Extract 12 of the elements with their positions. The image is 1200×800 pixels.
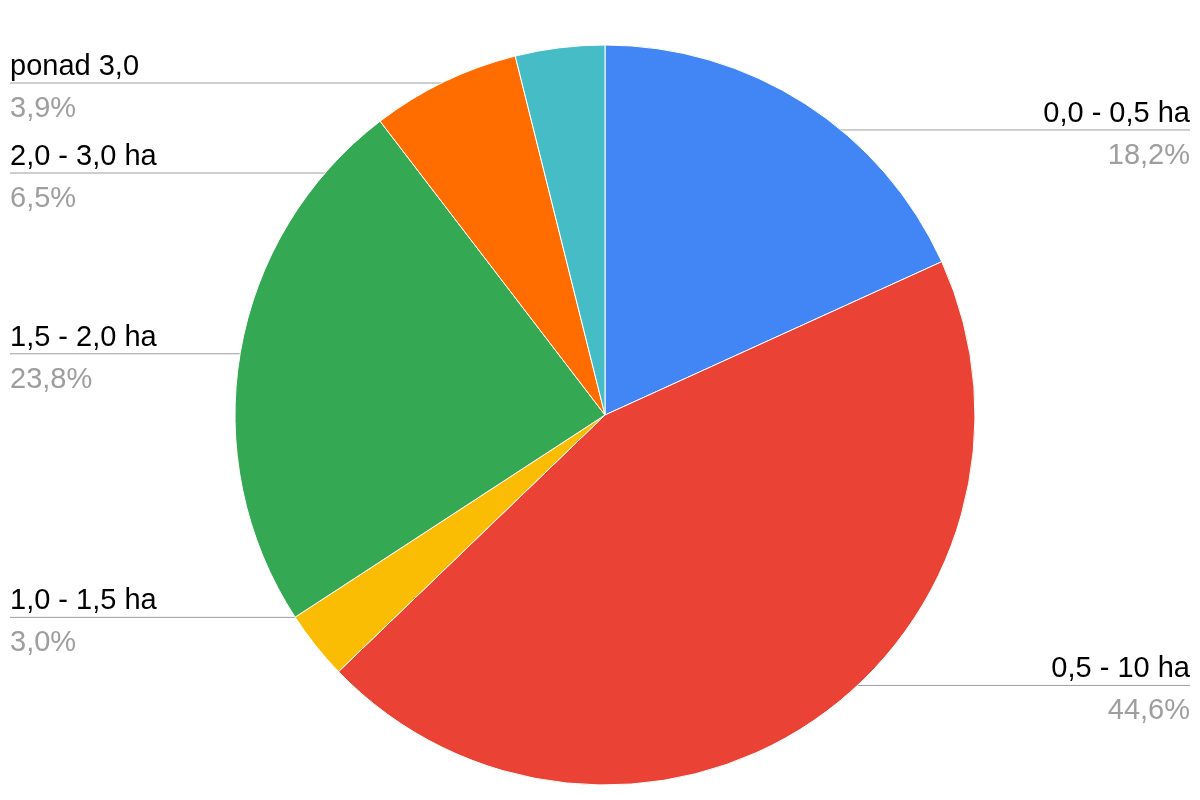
slice-label: 2,0 - 3,0 ha: [10, 139, 158, 171]
data-label: 23,8%: [10, 361, 93, 394]
slice-label: 1,0 - 1,5 ha: [10, 583, 158, 616]
data-label: 6,5%: [10, 181, 77, 213]
slice-label: 0,5 - 10 ha: [1051, 651, 1191, 684]
data-label: 18,2%: [1107, 137, 1190, 170]
data-label: 3,0%: [10, 625, 77, 658]
slice-label: 1,5 - 2,0 ha: [10, 319, 158, 352]
data-label: 44,6%: [1107, 693, 1190, 726]
data-label: 3,9%: [10, 91, 77, 123]
slice-label: 0,0 - 0,5 ha: [1043, 95, 1191, 128]
slice-label: ponad 3,0: [10, 49, 140, 81]
